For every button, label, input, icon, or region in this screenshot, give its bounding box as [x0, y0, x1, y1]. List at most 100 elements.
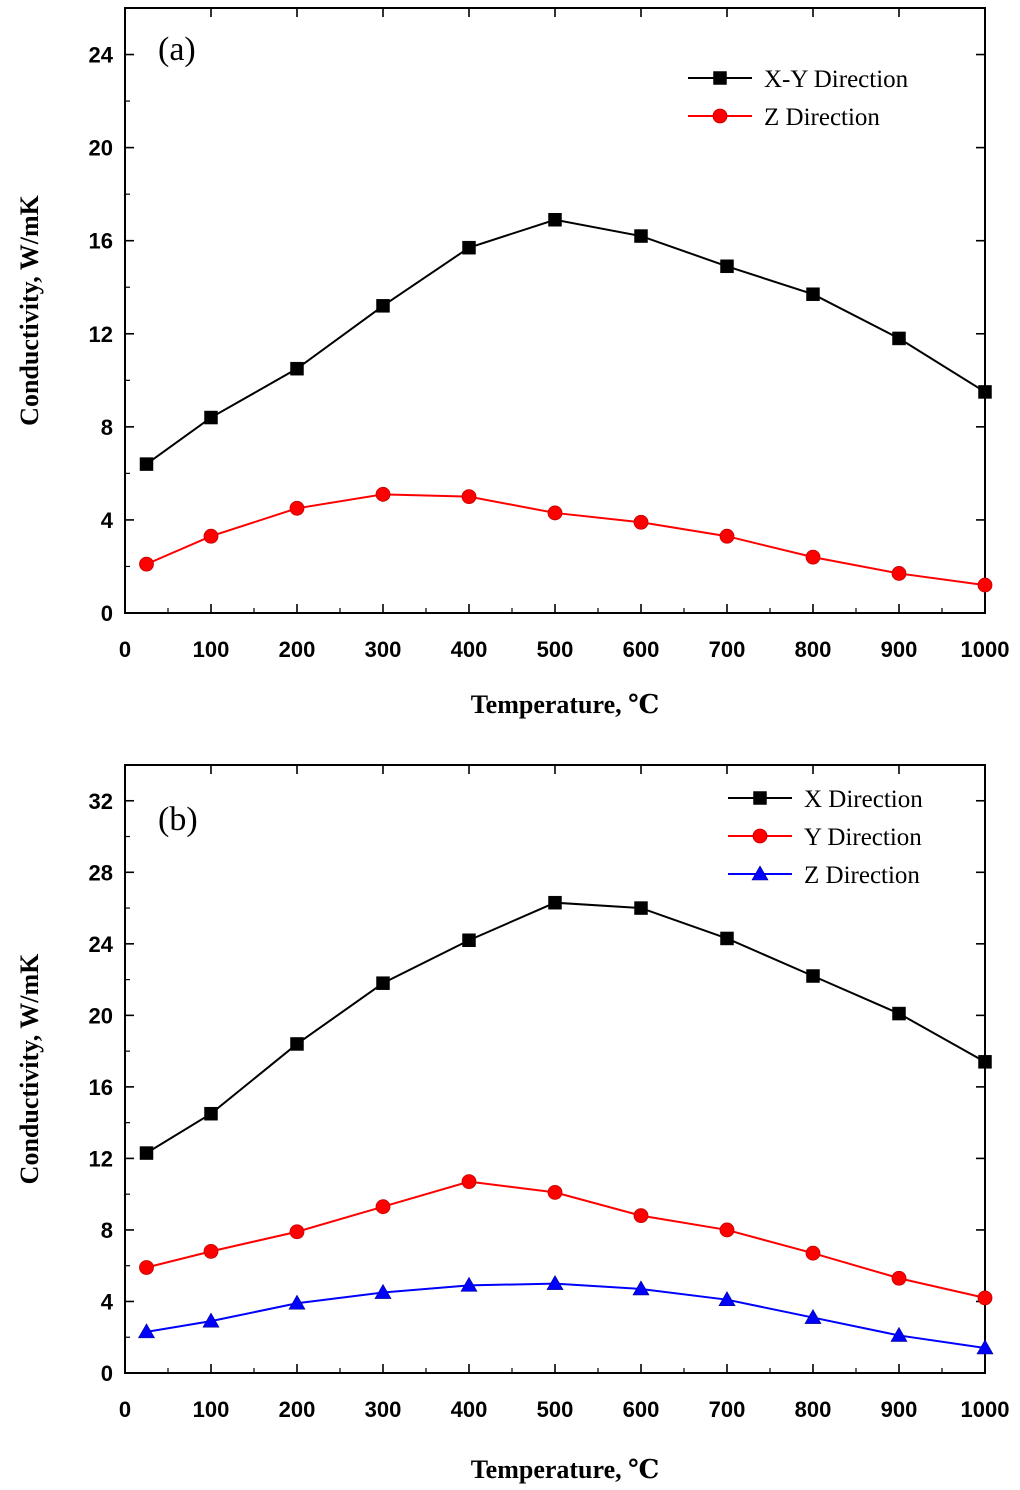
data-point-b-2-1	[202, 1312, 220, 1328]
data-point-b-0-6	[634, 901, 648, 915]
data-point-b-1-4	[461, 1174, 477, 1190]
legend-marker-b-0	[753, 791, 767, 805]
x-tick-label-a-6: 600	[623, 637, 660, 662]
legend-label-b-1: Y Direction	[804, 824, 922, 851]
data-point-a-0-7	[720, 259, 734, 274]
legend-marker-a-1	[712, 108, 728, 124]
y-tick-label-a-5: 20	[89, 136, 113, 161]
x-tick-label-b-0: 0	[119, 1397, 131, 1422]
data-point-b-2-2	[288, 1294, 306, 1310]
x-tick-label-b-9: 900	[881, 1397, 918, 1422]
y-axis-title-b: Conductivity, W/mK	[15, 953, 44, 1184]
x-tick-label-b-6: 600	[623, 1397, 660, 1422]
data-point-b-0-1	[204, 1106, 218, 1121]
y-tick-label-b-5: 20	[89, 1003, 113, 1028]
x-tick-label-a-9: 900	[881, 637, 918, 662]
series-line-a-1	[146, 493, 986, 587]
x-tick-label-b-1: 100	[193, 1397, 230, 1422]
data-point-a-1-4	[461, 489, 477, 505]
x-tick-label-b-8: 800	[795, 1397, 832, 1422]
chart-panel-a: 0 100 200 300 400 500 600 700 800 900 1000 0 4 8 12 16 2…	[15, 7, 1010, 719]
data-point-b-2-0	[137, 1323, 156, 1339]
data-point-a-1-6	[633, 514, 649, 530]
data-point-a-0-8	[806, 287, 820, 301]
data-point-a-0-2	[290, 361, 304, 376]
data-point-a-0-0	[139, 457, 154, 471]
legend-label-a-1: Z Direction	[764, 104, 880, 131]
data-point-b-0-7	[720, 931, 734, 946]
chart-panel-b: 0 100 200 300 400 500 600 700 800 900 1000 0 4 8 12 16 2…	[15, 764, 1010, 1484]
data-point-a-1-10	[977, 577, 993, 593]
data-point-b-1-2	[289, 1224, 305, 1240]
x-tick-label-a-7: 700	[709, 637, 746, 662]
data-point-b-0-4	[462, 933, 476, 947]
y-tick-label-a-2: 8	[101, 415, 113, 440]
data-point-b-2-6	[632, 1280, 650, 1296]
y-tick-label-b-8: 32	[89, 789, 113, 814]
data-point-b-2-3	[374, 1283, 392, 1299]
x-tick-label-a-10: 1000	[961, 637, 1010, 662]
data-point-b-1-3	[375, 1199, 391, 1215]
y-tick-label-b-1: 4	[101, 1289, 114, 1314]
data-point-a-1-0	[139, 556, 154, 572]
data-point-a-1-3	[375, 486, 391, 502]
legend-marker-a-0	[713, 71, 727, 85]
data-point-a-0-5	[548, 213, 562, 227]
x-tick-label-a-8: 800	[795, 637, 832, 662]
y-tick-label-a-0: 0	[101, 601, 113, 626]
y-tick-label-b-4: 16	[89, 1075, 113, 1100]
panel-label-b: (b)	[158, 801, 198, 838]
data-point-b-1-8	[805, 1245, 821, 1261]
data-point-a-0-1	[204, 410, 218, 425]
data-point-a-0-10	[978, 385, 992, 399]
data-point-b-0-5	[548, 895, 562, 910]
data-point-a-1-7	[719, 528, 735, 544]
legend-marker-b-2	[751, 865, 769, 881]
data-point-b-2-5	[546, 1274, 564, 1290]
data-point-b-0-10	[978, 1055, 992, 1069]
x-tick-label-a-3: 300	[365, 637, 402, 662]
x-tick-label-b-4: 400	[451, 1397, 488, 1422]
data-point-b-2-9	[890, 1326, 908, 1342]
x-tick-label-b-2: 200	[279, 1397, 316, 1422]
data-point-a-1-8	[805, 549, 821, 565]
x-tick-label-b-10: 1000	[961, 1397, 1010, 1422]
y-tick-label-a-3: 12	[89, 322, 113, 347]
x-tick-label-a-2: 200	[279, 637, 316, 662]
y-tick-label-b-7: 28	[89, 860, 113, 885]
data-point-a-0-4	[462, 240, 476, 255]
data-point-b-1-1	[203, 1244, 219, 1259]
x-axis-title-b: Temperature, ℃	[471, 1455, 660, 1484]
y-tick-label-b-0: 0	[101, 1361, 113, 1386]
data-point-a-1-1	[203, 528, 219, 544]
x-tick-label-b-7: 700	[709, 1397, 746, 1422]
data-point-b-1-5	[547, 1184, 563, 1200]
x-tick-label-b-3: 300	[365, 1397, 402, 1422]
data-point-b-1-7	[719, 1222, 735, 1238]
series-line-b-0	[145, 901, 986, 1154]
x-tick-label-a-1: 100	[193, 637, 230, 662]
data-point-b-0-9	[892, 1006, 906, 1021]
data-point-b-2-10	[976, 1339, 994, 1355]
legend-label-b-0: X Direction	[804, 786, 923, 813]
data-point-b-1-9	[891, 1270, 907, 1286]
data-point-b-0-3	[376, 976, 390, 990]
y-tick-label-b-3: 12	[89, 1146, 113, 1171]
y-tick-label-a-6: 24	[89, 43, 114, 68]
legend-label-b-2: Z Direction	[804, 862, 920, 889]
y-tick-label-a-1: 4	[101, 508, 114, 533]
legend-label-a-0: X-Y Direction	[764, 66, 909, 93]
data-point-b-0-2	[290, 1037, 304, 1051]
x-tick-label-b-5: 500	[537, 1397, 574, 1422]
data-point-a-1-9	[891, 566, 907, 581]
panel-label-a: (a)	[158, 31, 196, 68]
data-point-a-1-5	[547, 505, 563, 521]
data-point-b-2-8	[804, 1308, 822, 1324]
x-tick-label-a-0: 0	[119, 637, 131, 662]
data-point-b-0-0	[139, 1146, 154, 1160]
y-tick-label-b-2: 8	[101, 1218, 113, 1243]
data-point-b-1-6	[633, 1208, 649, 1224]
legend-marker-b-1	[752, 828, 768, 844]
x-tick-label-a-4: 400	[451, 637, 488, 662]
